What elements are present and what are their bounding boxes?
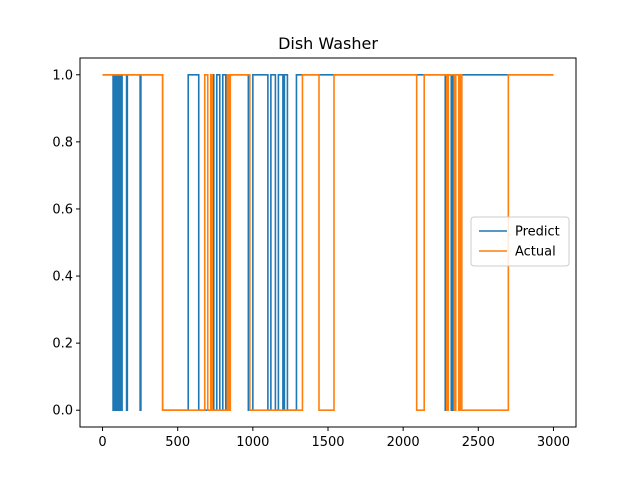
y-tick-label: 0.0 bbox=[52, 404, 73, 419]
x-tick-label: 2500 bbox=[462, 435, 495, 450]
x-tick-label: 1000 bbox=[236, 435, 269, 450]
y-tick-label: 0.2 bbox=[52, 337, 73, 352]
x-tick-label: 1500 bbox=[311, 435, 344, 450]
legend-label-actual: Actual bbox=[515, 245, 556, 260]
y-tick-label: 1.0 bbox=[52, 68, 73, 83]
legend-box bbox=[470, 216, 570, 267]
legend-label-predict: Predict bbox=[515, 225, 560, 240]
chart-title: Dish Washer bbox=[278, 34, 378, 53]
series-line-actual bbox=[102, 73, 554, 412]
y-tick-label: 0.6 bbox=[52, 202, 73, 217]
plot-lines bbox=[102, 73, 554, 412]
x-tick-label: 2000 bbox=[387, 435, 420, 450]
x-tick-label: 500 bbox=[165, 435, 190, 450]
x-tick-label: 3000 bbox=[537, 435, 570, 450]
y-tick-label: 0.4 bbox=[52, 270, 73, 285]
y-tick-label: 0.8 bbox=[52, 135, 73, 150]
y-axis: 0.0 0.2 0.4 0.6 0.8 1.0 bbox=[52, 68, 80, 419]
x-axis: 0 500 1000 1500 2000 2500 3000 bbox=[98, 427, 570, 450]
x-tick-label: 0 bbox=[98, 435, 106, 450]
legend: Predict Actual bbox=[470, 216, 570, 267]
